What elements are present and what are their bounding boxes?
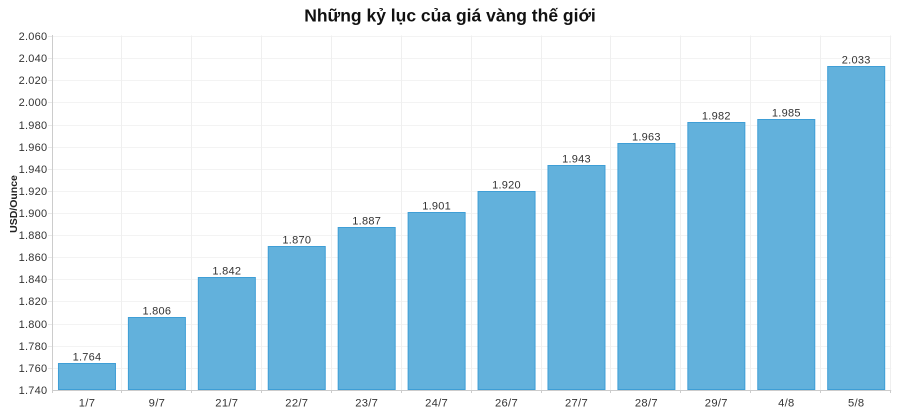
svg-text:1.887: 1.887 <box>352 216 381 228</box>
svg-text:1.842: 1.842 <box>212 266 241 278</box>
svg-text:1.900: 1.900 <box>19 208 48 220</box>
svg-text:28/7: 28/7 <box>635 398 658 410</box>
svg-text:22/7: 22/7 <box>285 398 308 410</box>
svg-text:1.982: 1.982 <box>702 111 731 123</box>
svg-text:2.020: 2.020 <box>19 75 48 87</box>
svg-text:1.985: 1.985 <box>772 108 801 120</box>
svg-text:1.760: 1.760 <box>19 363 48 375</box>
svg-text:5/8: 5/8 <box>848 398 864 410</box>
svg-text:1/7: 1/7 <box>79 398 95 410</box>
svg-text:1.920: 1.920 <box>19 186 48 198</box>
svg-text:1.980: 1.980 <box>19 120 48 132</box>
svg-text:2.060: 2.060 <box>19 31 48 43</box>
svg-text:21/7: 21/7 <box>215 398 238 410</box>
svg-text:USD/Ounce: USD/Ounce <box>8 175 20 233</box>
svg-text:1.740: 1.740 <box>19 385 48 397</box>
svg-text:1.901: 1.901 <box>422 201 451 213</box>
svg-text:1.820: 1.820 <box>19 296 48 308</box>
svg-text:1.963: 1.963 <box>632 132 661 144</box>
svg-text:1.960: 1.960 <box>19 142 48 154</box>
svg-text:1.943: 1.943 <box>562 154 591 166</box>
svg-text:26/7: 26/7 <box>495 398 518 410</box>
svg-text:1.806: 1.806 <box>143 306 172 318</box>
svg-text:1.800: 1.800 <box>19 319 48 331</box>
svg-text:1.870: 1.870 <box>282 235 311 247</box>
svg-text:2.040: 2.040 <box>19 53 48 65</box>
svg-text:1.880: 1.880 <box>19 230 48 242</box>
svg-text:1.920: 1.920 <box>492 180 521 192</box>
svg-text:27/7: 27/7 <box>565 398 588 410</box>
svg-text:23/7: 23/7 <box>355 398 378 410</box>
svg-text:29/7: 29/7 <box>705 398 728 410</box>
svg-text:4/8: 4/8 <box>778 398 794 410</box>
svg-text:1.860: 1.860 <box>19 252 48 264</box>
svg-text:9/7: 9/7 <box>149 398 165 410</box>
svg-text:Những kỷ lục của giá vàng thế: Những kỷ lục của giá vàng thế giới <box>304 6 596 26</box>
svg-text:1.940: 1.940 <box>19 164 48 176</box>
svg-text:24/7: 24/7 <box>425 398 448 410</box>
svg-text:2.000: 2.000 <box>19 97 48 109</box>
svg-text:1.840: 1.840 <box>19 274 48 286</box>
svg-text:1.780: 1.780 <box>19 341 48 353</box>
svg-text:2.033: 2.033 <box>842 55 871 67</box>
svg-text:1.764: 1.764 <box>73 352 102 364</box>
